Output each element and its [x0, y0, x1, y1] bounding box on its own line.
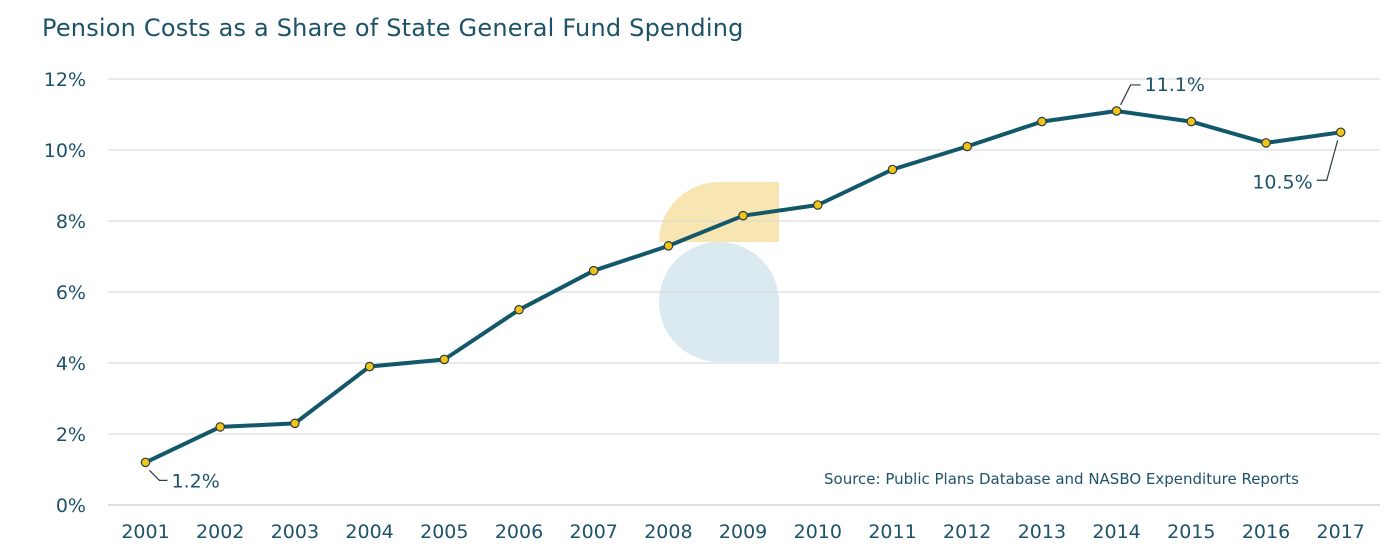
x-tick-label: 2015: [1167, 521, 1215, 543]
y-tick-label: 4%: [56, 353, 86, 375]
data-point: [588, 265, 599, 276]
watermark-gold-shape: [659, 182, 779, 242]
y-tick-label: 0%: [56, 495, 86, 517]
y-tick-label: 8%: [56, 211, 86, 233]
x-tick-label: 2003: [271, 521, 319, 543]
annotation-label: 1.2%: [172, 470, 220, 492]
data-point: [1186, 116, 1197, 127]
data-point: [1335, 127, 1346, 138]
data-point: [364, 361, 375, 372]
data-points: [140, 106, 1346, 468]
source-note: Source: Public Plans Database and NASBO …: [824, 470, 1299, 488]
data-point: [514, 304, 524, 315]
y-axis-ticks: 0% 2% 4% 6% 8% 10% 12%: [44, 69, 86, 517]
x-tick-label: 2014: [1092, 521, 1140, 543]
data-point: [962, 141, 972, 152]
annotation-label: 10.5%: [1252, 171, 1312, 193]
x-tick-label: 2016: [1242, 521, 1290, 543]
x-tick-label: 2011: [868, 521, 916, 543]
x-tick-label: 2013: [1018, 521, 1066, 543]
annotation-leader: [1316, 140, 1339, 181]
annotation-label: 11.1%: [1145, 74, 1205, 96]
x-tick-label: 2006: [495, 521, 543, 543]
data-point: [738, 210, 748, 221]
data-point: [663, 241, 674, 251]
x-tick-label: 2012: [943, 521, 991, 543]
x-tick-label: 2009: [719, 521, 767, 543]
y-tick-label: 2%: [56, 424, 86, 446]
chart-title: Pension Costs as a Share of State Genera…: [42, 14, 744, 42]
annotations: 1.2% 11.1% 10.5%: [149, 74, 1339, 492]
gridlines: [108, 78, 1380, 506]
y-tick-label: 12%: [44, 69, 86, 91]
watermark-blue-shape: [659, 242, 779, 362]
y-tick-label: 10%: [44, 140, 86, 162]
x-axis-ticks: 2001 2002 2003 2004 2005 2006 2007 2008 2009 2010…: [121, 521, 1365, 543]
x-tick-label: 2008: [644, 521, 692, 543]
annotation-leader: [149, 469, 168, 481]
data-point: [290, 418, 300, 429]
x-tick-label: 2002: [196, 521, 244, 543]
x-tick-label: 2017: [1317, 521, 1365, 543]
data-point: [140, 457, 151, 468]
logo-watermark: [659, 182, 779, 362]
data-point: [439, 354, 450, 365]
x-tick-label: 2007: [570, 521, 618, 543]
y-tick-label: 6%: [56, 282, 86, 304]
x-tick-label: 2010: [794, 521, 842, 543]
data-point: [1037, 116, 1047, 127]
data-point: [812, 200, 823, 210]
data-point: [1261, 138, 1271, 148]
x-tick-label: 2005: [420, 521, 468, 543]
data-point: [887, 164, 898, 175]
data-point: [215, 422, 225, 432]
data-point: [1111, 106, 1122, 116]
x-tick-label: 2004: [345, 521, 393, 543]
annotation-leader: [1120, 84, 1141, 106]
x-tick-label: 2001: [121, 521, 169, 543]
